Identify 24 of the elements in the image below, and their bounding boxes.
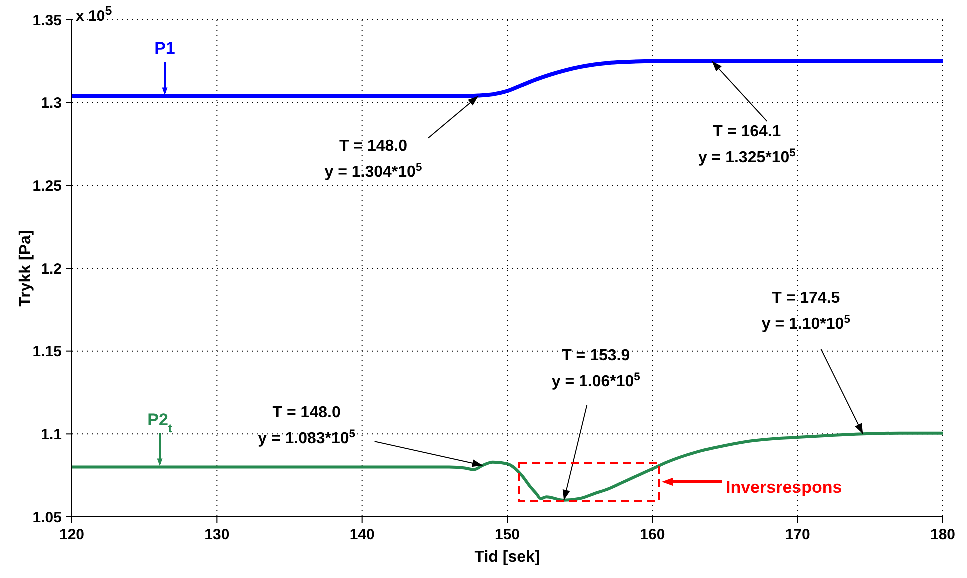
annotation: Inversrespons: [726, 478, 842, 498]
y-tick-label: 1.3: [41, 95, 62, 112]
y-tick-label: 1.2: [41, 260, 62, 278]
x-tick-label: 140: [350, 526, 375, 544]
annotation: T = 148.0 y = 1.304*10$^{5}$: [324, 138, 422, 182]
x-tick-label: 170: [785, 526, 810, 544]
x-tick-label: 180: [930, 526, 956, 544]
annotation: T = 164.1 y = 1.325*10$^{5}$: [698, 123, 796, 166]
x-tick-label: 130: [204, 526, 230, 544]
x-tick-label: 120: [59, 526, 85, 544]
annotation: T = 174.5 y = 1.10*10$^{5}$: [762, 290, 850, 334]
y-tick-label: 1.05: [32, 509, 62, 526]
annotation: T = 153.9 y = 1.06*10$^{5}$: [552, 347, 640, 390]
y-axis-title: Trykk [Pa]: [17, 230, 34, 307]
y-tick-label: 1.25: [32, 178, 62, 195]
y-tick-label: 1.15: [32, 344, 62, 361]
x-tick-label: 150: [494, 526, 520, 544]
text: P1: [154, 39, 176, 58]
y-tick-label: 1.35: [32, 12, 62, 30]
y-tick-label: 1.1: [41, 426, 62, 444]
x-tick-label: 160: [640, 526, 666, 544]
series-label: P2$_{t}$: [148, 410, 172, 436]
x-axis-title: Tid [sek]: [474, 549, 540, 566]
annotation: T = 148.0 y = 1.083*10$^{5}$: [258, 404, 356, 448]
